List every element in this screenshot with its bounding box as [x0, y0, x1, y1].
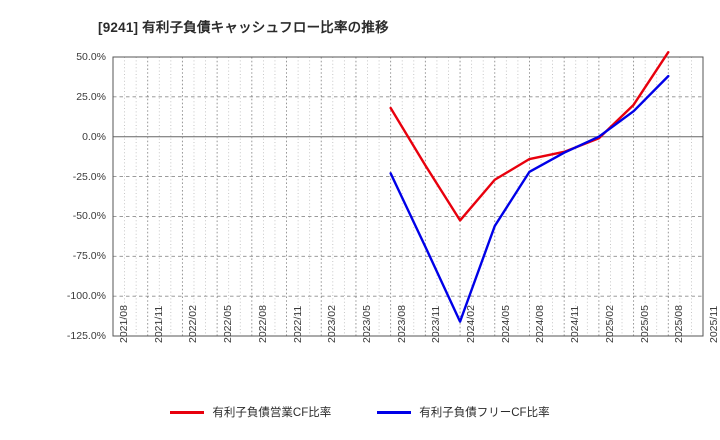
- y-axis-tick-label: 25.0%: [76, 90, 106, 103]
- series-lines: [389, 51, 670, 323]
- x-axis-tick-label: 2021/08: [118, 305, 130, 343]
- grid-minor-lines: [124, 57, 692, 336]
- y-axis-tick-label: -125.0%: [66, 330, 106, 342]
- x-axis-tick-label: 2023/02: [326, 305, 339, 343]
- x-axis-tick-label: 2024/08: [534, 305, 547, 343]
- x-axis-tick-label: 2025/11: [708, 305, 720, 343]
- legend-item-operating-cf[interactable]: 有利子負債営業CF比率: [170, 404, 331, 420]
- x-axis-tick-label: 2025/08: [673, 305, 686, 343]
- y-axis-tick-label: -25.0%: [72, 170, 106, 183]
- x-axis-tick-label: 2021/11: [152, 305, 165, 343]
- y-axis-tick-label: -100.0%: [66, 290, 106, 303]
- chart-legend: 有利子負債営業CF比率 有利子負債フリーCF比率: [0, 404, 720, 420]
- x-axis-tick-label: 2022/05: [222, 305, 235, 343]
- legend-label-free-cf: 有利子負債フリーCF比率: [419, 407, 550, 419]
- x-axis-tick-label: 2023/11: [430, 305, 443, 343]
- series-line-free-cf: [389, 74, 670, 323]
- y-axis-tick-label: -75.0%: [72, 250, 106, 263]
- x-axis-tick-label: 2022/02: [187, 305, 200, 343]
- grid-vertical-lines: [112, 57, 704, 336]
- legend-item-free-cf[interactable]: 有利子負債フリーCF比率: [377, 404, 550, 420]
- x-axis-tick-label: 2022/08: [256, 305, 269, 343]
- y-axis-tick-label: 0.0%: [82, 130, 106, 143]
- legend-swatch-operating-cf: [170, 410, 205, 414]
- y-axis-tick-label: -50.0%: [72, 210, 106, 223]
- x-axis-tick-label: 2024/02: [465, 305, 478, 343]
- legend-label-operating-cf: 有利子負債営業CF比率: [212, 407, 332, 419]
- x-axis-tick-label: 2025/05: [638, 305, 651, 343]
- chart-title: [9241] 有利子負債キャッシュフロー比率の推移: [98, 20, 389, 35]
- legend-swatch-free-cf: [377, 410, 412, 414]
- x-axis-tick-label: 2023/05: [360, 305, 373, 343]
- x-axis-tick-label: 2024/11: [569, 305, 582, 343]
- x-axis-tick-label: 2024/05: [499, 305, 512, 343]
- x-axis-tick-label: 2022/11: [291, 305, 304, 343]
- plot-frame: [112, 56, 704, 337]
- y-axis-tick-label: 50.0%: [76, 51, 106, 63]
- x-axis-tick-label: 2025/02: [603, 305, 616, 343]
- series-line-operating-cf: [389, 51, 670, 222]
- grid-horizontal-lines: [113, 56, 703, 337]
- x-axis-tick-label: 2023/08: [395, 305, 408, 343]
